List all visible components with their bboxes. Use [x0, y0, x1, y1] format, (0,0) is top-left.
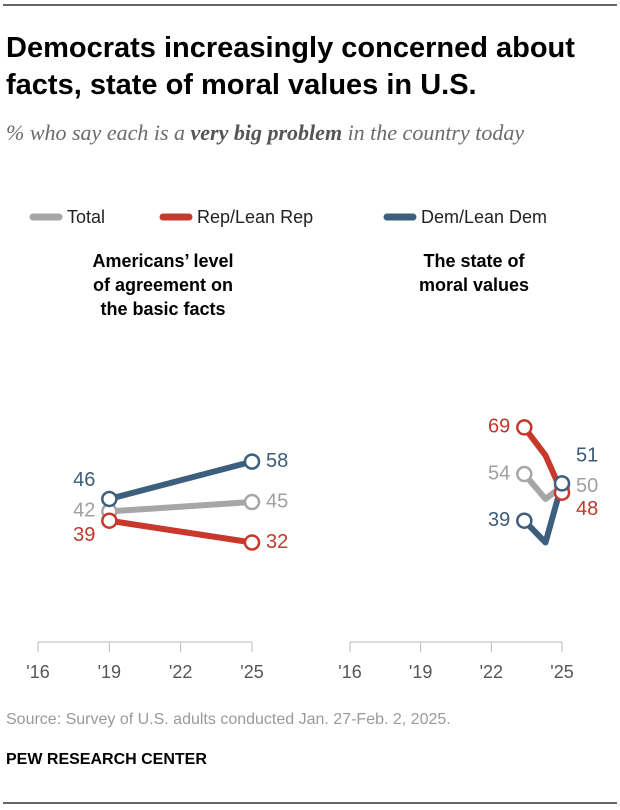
x-tick-label: '19	[98, 662, 121, 682]
point-marker	[243, 534, 261, 551]
data-label: 50	[576, 475, 598, 497]
data-label: 54	[488, 462, 510, 484]
point-marker	[243, 453, 261, 470]
x-tick-label: '22	[480, 662, 503, 682]
point-marker	[516, 465, 533, 483]
subtitle-emphasis: very big problem	[190, 120, 343, 145]
data-label: 46	[73, 469, 95, 491]
data-label: 42	[73, 500, 95, 522]
data-label: 48	[576, 498, 598, 520]
legend-label: Rep/Lean Rep	[197, 207, 313, 227]
series-line	[521, 480, 565, 546]
source-note: Source: Survey of U.S. adults conducted …	[6, 711, 451, 728]
point-marker	[516, 419, 533, 436]
data-label: 32	[266, 531, 288, 553]
point-marker	[516, 512, 533, 529]
subtitle-text: % who say each is a	[6, 120, 191, 145]
credit: PEW RESEARCH CENTER	[6, 751, 207, 768]
legend-label: Dem/Lean Dem	[421, 207, 547, 227]
data-label: 51	[576, 445, 598, 467]
data-label: 45	[266, 490, 288, 512]
point-marker	[101, 490, 118, 508]
x-tick-label: '22	[169, 662, 192, 682]
x-tick-label: '25	[240, 662, 263, 682]
series-line	[106, 499, 255, 515]
panel-title: moral values	[419, 275, 529, 295]
data-label: 39	[73, 524, 95, 546]
x-tick-label: '19	[409, 662, 432, 682]
x-tick-label: '16	[338, 662, 361, 682]
panel-title: of agreement on	[93, 275, 233, 295]
panel-title: Americans’ level	[92, 251, 233, 271]
x-tick-label: '25	[550, 662, 573, 682]
data-label: 58	[266, 450, 288, 472]
legend-label: Total	[67, 207, 105, 227]
subtitle-text: in the country today	[342, 120, 525, 145]
point-marker	[553, 475, 571, 492]
point-marker	[101, 512, 118, 529]
panel-title: The state of	[423, 251, 525, 271]
series-line	[106, 517, 255, 546]
point-marker	[243, 493, 261, 511]
data-label: 69	[488, 416, 510, 438]
data-label: 39	[488, 509, 510, 531]
chart-subtitle: % who say each is a very big problem in …	[6, 117, 606, 149]
x-tick-label: '16	[26, 662, 49, 682]
chart-title: Democrats increasingly concerned about f…	[6, 32, 575, 101]
panel-title: the basic facts	[100, 299, 225, 319]
series-line	[106, 458, 255, 502]
